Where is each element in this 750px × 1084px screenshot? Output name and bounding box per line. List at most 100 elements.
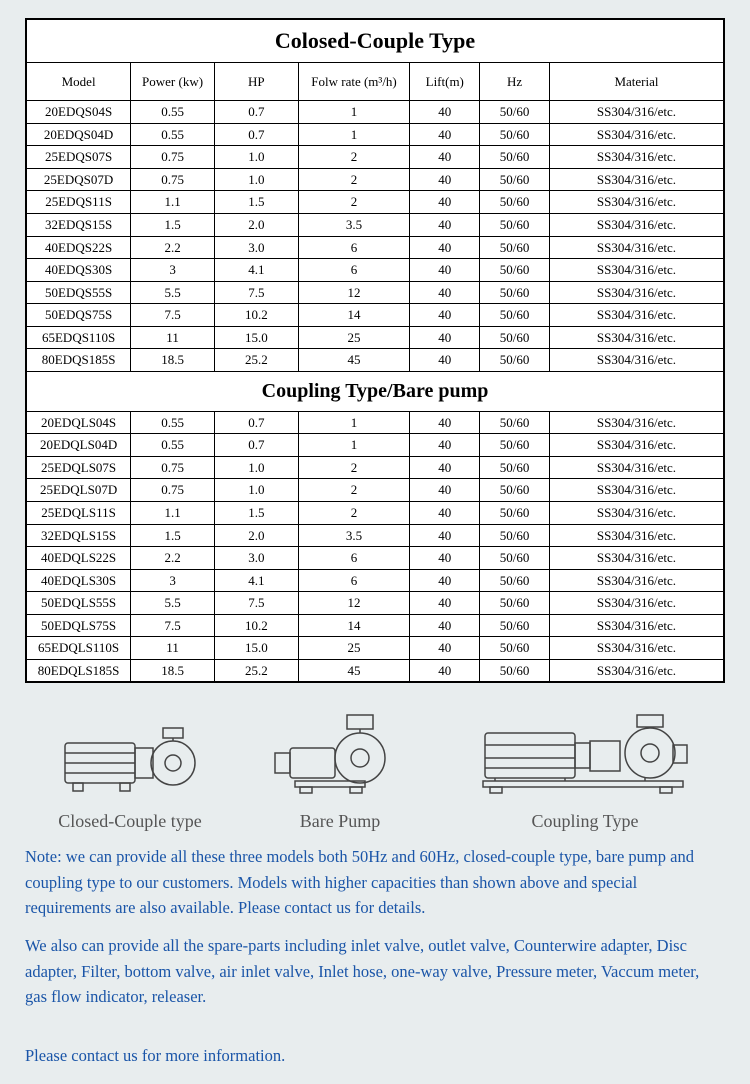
header-hp: HP <box>214 62 298 101</box>
table-cell: 14 <box>298 614 410 637</box>
table-cell: SS304/316/etc. <box>549 614 724 637</box>
table-cell: 40 <box>410 304 480 327</box>
table-cell: 3 <box>131 569 215 592</box>
table-cell: 45 <box>298 659 410 682</box>
table-cell: 50/60 <box>480 592 550 615</box>
table-cell: 7.5 <box>214 592 298 615</box>
table-cell: 1 <box>298 411 410 434</box>
table-cell: SS304/316/etc. <box>549 213 724 236</box>
table-cell: 15.0 <box>214 637 298 660</box>
table-row: 25EDQLS07D0.751.024050/60SS304/316/etc. <box>26 479 724 502</box>
table-row: 40EDQLS22S2.23.064050/60SS304/316/etc. <box>26 547 724 570</box>
table-cell: SS304/316/etc. <box>549 326 724 349</box>
header-lift: Lift(m) <box>410 62 480 101</box>
table-cell: 25EDQLS07S <box>26 456 131 479</box>
table-cell: SS304/316/etc. <box>549 637 724 660</box>
table-cell: 40 <box>410 101 480 124</box>
table-cell: 50/60 <box>480 479 550 502</box>
diagram-row: Closed-Couple type Bare Pump <box>25 703 725 832</box>
table-row: 25EDQLS11S1.11.524050/60SS304/316/etc. <box>26 501 724 524</box>
table-cell: 25EDQS07S <box>26 146 131 169</box>
table-cell: 1.5 <box>214 191 298 214</box>
table-cell: 50/60 <box>480 326 550 349</box>
table-cell: SS304/316/etc. <box>549 168 724 191</box>
table-cell: 1 <box>298 123 410 146</box>
table-cell: SS304/316/etc. <box>549 304 724 327</box>
table-row: 32EDQLS15S1.52.03.54050/60SS304/316/etc. <box>26 524 724 547</box>
table-cell: 50/60 <box>480 456 550 479</box>
table-cell: 40EDQS30S <box>26 259 131 282</box>
table-cell: 50/60 <box>480 213 550 236</box>
table-row: 65EDQS110S1115.0254050/60SS304/316/etc. <box>26 326 724 349</box>
table-cell: SS304/316/etc. <box>549 524 724 547</box>
table-cell: 6 <box>298 236 410 259</box>
table-cell: 0.7 <box>214 434 298 457</box>
table-cell: SS304/316/etc. <box>549 592 724 615</box>
table-cell: 40EDQS22S <box>26 236 131 259</box>
table-cell: 15.0 <box>214 326 298 349</box>
table-cell: SS304/316/etc. <box>549 479 724 502</box>
table-cell: 40 <box>410 501 480 524</box>
table-cell: 32EDQLS15S <box>26 524 131 547</box>
table-cell: 2 <box>298 501 410 524</box>
table-row: 80EDQS185S18.525.2454050/60SS304/316/etc… <box>26 349 724 372</box>
diagram-label-coupling-type: Coupling Type <box>475 811 695 832</box>
table-cell: 5.5 <box>131 281 215 304</box>
table-row: 40EDQS30S34.164050/60SS304/316/etc. <box>26 259 724 282</box>
table-cell: 20EDQS04D <box>26 123 131 146</box>
table-cell: SS304/316/etc. <box>549 146 724 169</box>
table-cell: SS304/316/etc. <box>549 456 724 479</box>
table-header-row: Model Power (kw) HP Folw rate (m³/h) Lif… <box>26 62 724 101</box>
table-cell: 25.2 <box>214 659 298 682</box>
table-cell: SS304/316/etc. <box>549 547 724 570</box>
table-cell: 1.5 <box>214 501 298 524</box>
table-cell: 18.5 <box>131 349 215 372</box>
table-cell: 50/60 <box>480 123 550 146</box>
table-cell: 1.1 <box>131 191 215 214</box>
table-cell: 50/60 <box>480 547 550 570</box>
table-row: 80EDQLS185S18.525.2454050/60SS304/316/et… <box>26 659 724 682</box>
table-cell: 0.7 <box>214 101 298 124</box>
header-model: Model <box>26 62 131 101</box>
table-cell: 25EDQS07D <box>26 168 131 191</box>
table-cell: SS304/316/etc. <box>549 434 724 457</box>
table-cell: 3.5 <box>298 524 410 547</box>
table-cell: 40EDQLS22S <box>26 547 131 570</box>
table-cell: 0.75 <box>131 479 215 502</box>
table-row: 40EDQLS30S34.164050/60SS304/316/etc. <box>26 569 724 592</box>
table-cell: 25EDQS11S <box>26 191 131 214</box>
table-cell: 14 <box>298 304 410 327</box>
table-cell: 3.5 <box>298 213 410 236</box>
table-cell: 50/60 <box>480 659 550 682</box>
table-cell: 50/60 <box>480 501 550 524</box>
table-cell: 40 <box>410 479 480 502</box>
table-cell: 50/60 <box>480 304 550 327</box>
table-cell: 40 <box>410 592 480 615</box>
table-cell: 1.5 <box>131 524 215 547</box>
table-cell: 0.55 <box>131 434 215 457</box>
table-cell: 5.5 <box>131 592 215 615</box>
diagram-label-closed-couple: Closed-Couple type <box>55 811 205 832</box>
table-cell: 6 <box>298 259 410 282</box>
table-cell: 65EDQS110S <box>26 326 131 349</box>
table-cell: 0.55 <box>131 411 215 434</box>
table-cell: 11 <box>131 326 215 349</box>
header-material: Material <box>549 62 724 101</box>
table-cell: 40 <box>410 614 480 637</box>
table-cell: 65EDQLS110S <box>26 637 131 660</box>
table-cell: 40 <box>410 236 480 259</box>
table-cell: SS304/316/etc. <box>549 123 724 146</box>
header-flow: Folw rate (m³/h) <box>298 62 410 101</box>
table-cell: 18.5 <box>131 659 215 682</box>
table-row: 32EDQS15S1.52.03.54050/60SS304/316/etc. <box>26 213 724 236</box>
table-cell: 80EDQS185S <box>26 349 131 372</box>
table-cell: 6 <box>298 547 410 570</box>
table-cell: 40 <box>410 411 480 434</box>
diagram-bare-pump: Bare Pump <box>265 703 415 832</box>
table-row: 20EDQLS04D0.550.714050/60SS304/316/etc. <box>26 434 724 457</box>
table-cell: 20EDQS04S <box>26 101 131 124</box>
table-cell: 50/60 <box>480 434 550 457</box>
table-cell: 1.5 <box>131 213 215 236</box>
table-cell: SS304/316/etc. <box>549 659 724 682</box>
table-row: 20EDQS04D0.550.714050/60SS304/316/etc. <box>26 123 724 146</box>
